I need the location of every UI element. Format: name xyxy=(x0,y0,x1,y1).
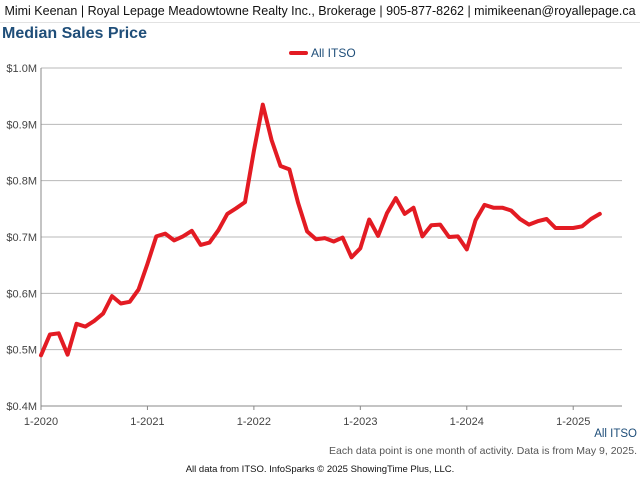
y-tick-label: $1.0M xyxy=(6,63,37,75)
x-tick-label: 1-2025 xyxy=(556,416,590,428)
x-tick-label: 1-2022 xyxy=(237,416,271,428)
axes xyxy=(40,68,622,410)
series-lines xyxy=(39,102,602,358)
y-axis-labels: $0.4M $0.5M $0.6M $0.7M $0.8M $0.9M $1.0M xyxy=(6,63,37,413)
data-credit: All data from ITSO. InfoSparks © 2025 Sh… xyxy=(185,464,455,475)
y-tick-label: $0.6M xyxy=(6,288,37,300)
y-tick-label: $0.9M xyxy=(6,119,37,131)
series-line xyxy=(39,102,602,358)
x-axis-labels: 1-2020 1-2021 1-2022 1-2023 1-2024 1-2025 xyxy=(24,416,590,428)
legend: All ITSO xyxy=(289,46,356,60)
x-tick-label: 1-2023 xyxy=(343,416,377,428)
data-note: Each data point is one month of activity… xyxy=(329,445,637,457)
y-tick-label: $0.8M xyxy=(6,176,37,188)
legend-label: All ITSO xyxy=(311,46,356,60)
y-tick-label: $0.7M xyxy=(6,232,37,244)
x-tick-label: 1-2020 xyxy=(24,416,58,428)
x-tick-label: 1-2024 xyxy=(450,416,484,428)
contact-line: Mimi Keenan | Royal Lepage Meadowtowne R… xyxy=(4,4,636,18)
y-tick-label: $0.5M xyxy=(6,345,37,357)
series-footer-label: All ITSO xyxy=(594,428,637,440)
y-tick-label: $0.4M xyxy=(6,401,37,413)
contact-header: Mimi Keenan | Royal Lepage Meadowtowne R… xyxy=(0,0,640,23)
x-tick-label: 1-2021 xyxy=(130,416,164,428)
chart-title: Median Sales Price xyxy=(2,25,147,42)
gridlines xyxy=(41,67,622,407)
